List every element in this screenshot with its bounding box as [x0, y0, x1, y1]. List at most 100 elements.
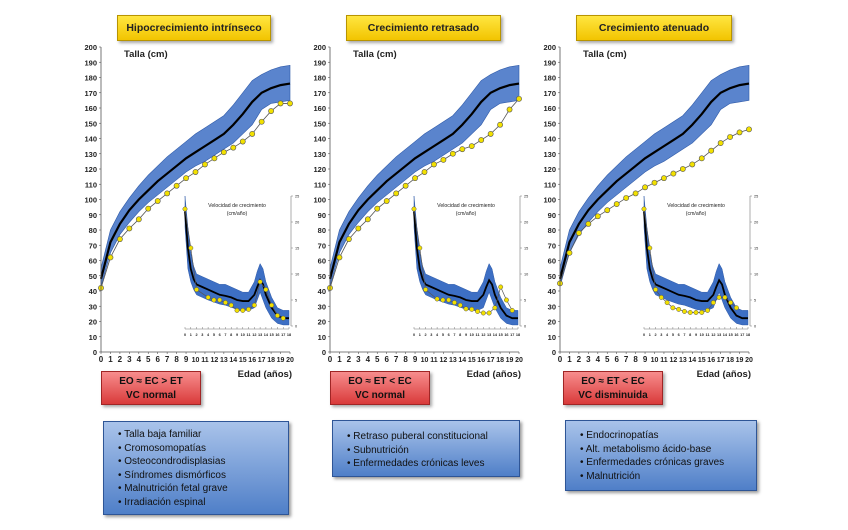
inset-x-tick-label: 13	[487, 333, 491, 337]
x-tick-label: 14	[229, 357, 237, 364]
patient-point	[192, 169, 199, 175]
x-tick-label: 5	[375, 355, 380, 364]
y-tick-label: 40	[318, 287, 326, 296]
status-velocity: VC disminuida	[578, 390, 648, 401]
x-tick-label: 17	[717, 357, 725, 364]
status-box: EO ≈ ET < EC VC normal	[330, 371, 430, 405]
y-tick-label: 190	[84, 58, 97, 67]
x-tick-label: 15	[698, 357, 706, 364]
inset-title: Velocidad de crecimiento	[437, 203, 495, 209]
inset-x-tick-label: 11	[706, 333, 710, 337]
patient-point	[585, 220, 592, 227]
patient-point	[661, 175, 667, 182]
inset-x-tick-label: 4	[436, 333, 439, 337]
reference-band	[100, 64, 291, 287]
patient-point	[364, 216, 371, 223]
patient-point	[623, 195, 630, 201]
x-tick-label: 7	[394, 355, 399, 364]
y-tick-label: 50	[318, 272, 326, 281]
patient-point	[173, 182, 180, 189]
x-tick-label: 3	[127, 355, 132, 364]
reference-mean-line	[99, 82, 291, 280]
x-tick-label: 7	[165, 355, 170, 364]
x-tick-label: 19	[506, 357, 514, 364]
inset-x-tick-label: 10	[700, 333, 704, 337]
patient-point	[632, 190, 639, 197]
inset-x-tick-label: 10	[470, 333, 474, 337]
inset-y-tick-label: 15	[754, 247, 758, 251]
patient-point	[117, 236, 123, 243]
velocity-patient-point	[251, 302, 257, 308]
y-tick-label: 110	[314, 180, 326, 189]
x-tick-label: 12	[211, 357, 219, 364]
status-velocity: VC normal	[354, 390, 405, 401]
patient-point	[393, 190, 400, 197]
x-tick-label: 20	[286, 357, 294, 364]
velocity-patient-point	[246, 306, 252, 312]
x-axis-label: Edad (años)	[467, 369, 521, 380]
x-tick-label: 1	[567, 355, 572, 364]
inset-x-tick-label: 6	[678, 333, 680, 337]
inset-subtitle: (cm/año)	[686, 211, 707, 217]
inset-y-tick-label: 10	[754, 273, 758, 277]
patient-point	[736, 129, 743, 136]
x-tick-label: 8	[174, 355, 179, 364]
patient-point	[164, 190, 171, 197]
y-tick-label: 190	[543, 58, 556, 67]
cause-item: Enfermedades crónicas leves	[347, 457, 519, 471]
velocity-patient-point	[463, 306, 469, 312]
cause-item: Cromosomopatías	[118, 442, 288, 456]
velocity-patient-point	[205, 294, 211, 300]
cause-item: Malnutrición fetal grave	[118, 482, 288, 496]
inset-x-tick-label: 8	[689, 333, 691, 337]
velocity-patient-point	[658, 294, 664, 300]
cause-item: Endocrinopatías	[580, 429, 756, 443]
x-tick-label: 12	[440, 357, 448, 364]
growth-chart: 0102030405060708090100110120130140150160…	[84, 43, 299, 380]
velocity-patient-point	[641, 206, 647, 212]
velocity-patient-point	[217, 297, 223, 303]
y-tick-label: 10	[89, 333, 97, 342]
patient-point	[239, 138, 246, 145]
x-tick-label: 13	[449, 357, 457, 364]
velocity-patient-point	[716, 294, 722, 300]
y-tick-label: 10	[548, 333, 556, 342]
inset-x-tick-label: 11	[247, 333, 251, 337]
y-axis-label: Talla (cm)	[124, 49, 168, 60]
reference-mean-line	[558, 82, 750, 280]
patient-point	[431, 161, 437, 168]
x-tick-label: 11	[201, 357, 209, 364]
inset-x-tick-label: 18	[516, 333, 520, 337]
velocity-patient-point	[228, 302, 234, 308]
growth-chart: 0102030405060708090100110120130140150160…	[313, 43, 528, 380]
patient-point	[604, 207, 611, 214]
panel-title-text: Crecimiento atenuado	[598, 22, 710, 34]
inset-x-tick-label: 6	[219, 333, 221, 337]
velocity-patient-point	[194, 287, 200, 293]
x-tick-label: 4	[596, 355, 601, 364]
inset-x-tick-label: 16	[504, 333, 508, 337]
velocity-patient-point	[509, 307, 515, 313]
patient-point	[258, 118, 265, 125]
patient-point	[651, 179, 658, 186]
inset-y-tick-label: 5	[524, 299, 526, 303]
x-tick-label: 13	[679, 357, 687, 364]
y-tick-label: 60	[89, 257, 97, 266]
x-tick-label: 18	[726, 357, 734, 364]
x-tick-label: 2	[118, 355, 123, 364]
inset-x-tick-label: 0	[643, 333, 645, 337]
cause-item: Alt. metabolismo ácido-base	[580, 443, 756, 457]
inset-y-tick-label: 10	[295, 273, 299, 277]
velocity-patient-point	[411, 206, 417, 212]
x-axis-label: Edad (años)	[697, 369, 751, 380]
velocity-patient-point	[486, 310, 492, 316]
x-tick-label: 8	[633, 355, 638, 364]
patient-point	[402, 182, 409, 189]
patient-point	[459, 146, 466, 153]
status-formula: EO ≈ ET < EC	[581, 376, 645, 387]
y-tick-label: 80	[89, 226, 97, 235]
y-tick-label: 0	[93, 348, 97, 357]
x-tick-label: 4	[366, 355, 371, 364]
y-axis-label: Talla (cm)	[353, 49, 397, 60]
velocity-patient-point	[451, 300, 457, 306]
